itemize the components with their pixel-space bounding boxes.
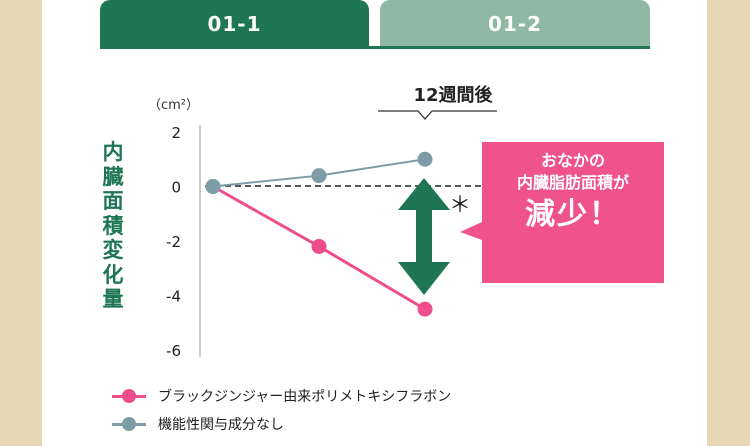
legend-item-black-ginger: ブラックジンジャー由来ポリメトキシフラボン — [112, 386, 451, 406]
tab-01-2[interactable]: 01-2 — [380, 0, 650, 48]
y-tick-label: -2 — [166, 233, 181, 251]
legend-item-placebo: 機能性関与成分なし — [112, 414, 284, 434]
callout-line2: 内臓脂肪面積が — [516, 173, 629, 192]
data-point — [311, 238, 327, 254]
y-tick-label: -4 — [166, 288, 181, 306]
data-point — [417, 301, 433, 317]
tab-01-1[interactable]: 01-1 — [100, 0, 369, 48]
legend-swatch-gray — [112, 416, 146, 432]
y-axis-label: 内臓面積変化量 — [102, 140, 124, 311]
y-tick-label: 2 — [171, 124, 181, 142]
data-point — [311, 168, 327, 184]
series-black-ginger — [205, 179, 433, 317]
tab-underline — [100, 46, 650, 49]
callout-text: おなかの 内臓脂肪面積が 減少！ — [482, 150, 664, 236]
callout-line1: おなかの — [540, 151, 605, 170]
annotation-12weeks: 12週間後 — [413, 84, 493, 106]
y-tick-label: 0 — [171, 179, 181, 197]
data-point — [205, 179, 221, 194]
annotation-bracket: 12週間後 — [378, 84, 497, 120]
legend-label: ブラックジンジャー由来ポリメトキシフラボン — [158, 389, 452, 405]
y-tick-label: -6 — [166, 342, 181, 360]
legend-swatch-pink — [112, 388, 146, 404]
callout-bubble — [460, 142, 664, 283]
legend-label: 機能性関与成分なし — [158, 417, 284, 433]
series-placebo — [205, 151, 433, 194]
difference-arrow — [398, 178, 450, 295]
unit-label: （cm²） — [148, 98, 199, 113]
significance-mark: ＊ — [449, 193, 471, 218]
data-point — [417, 151, 433, 167]
callout-line3: 減少！ — [525, 197, 621, 232]
